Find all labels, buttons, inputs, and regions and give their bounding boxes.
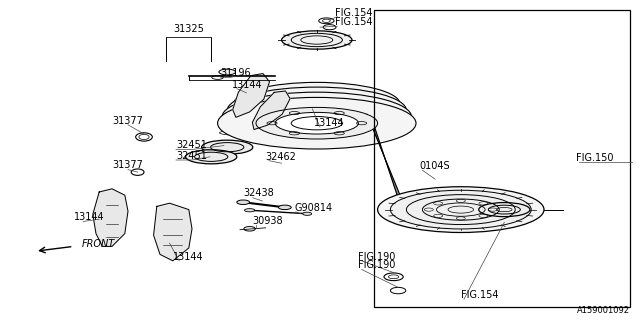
Ellipse shape [227,87,406,134]
Text: 31377: 31377 [112,116,143,126]
Text: 31377: 31377 [112,160,143,170]
Polygon shape [252,91,290,130]
Text: 31196: 31196 [221,68,252,78]
Ellipse shape [378,187,544,232]
Polygon shape [154,203,192,261]
Text: 0104S: 0104S [419,161,450,171]
Text: FIG.190: FIG.190 [358,252,396,262]
Ellipse shape [202,140,253,154]
Text: 13144: 13144 [173,252,204,262]
Text: FIG.150: FIG.150 [576,153,614,163]
Text: FIG.190: FIG.190 [358,260,396,270]
Text: FIG.154: FIG.154 [335,17,372,27]
Ellipse shape [244,209,255,212]
Text: 13144: 13144 [232,80,263,90]
Polygon shape [93,189,128,246]
Polygon shape [367,114,404,215]
Ellipse shape [275,112,358,134]
Text: 30938: 30938 [253,216,284,226]
Ellipse shape [479,203,530,217]
Text: G90814: G90814 [294,203,333,213]
Text: 32451: 32451 [176,140,207,150]
Text: 32438: 32438 [243,188,274,198]
Text: 32451: 32451 [176,151,207,161]
Ellipse shape [186,150,237,164]
Text: FIG.154: FIG.154 [335,8,372,18]
Bar [374,10,630,307]
Text: FRONT: FRONT [82,239,115,249]
Ellipse shape [237,200,250,204]
Text: 31325: 31325 [173,24,204,34]
Ellipse shape [234,82,400,126]
Ellipse shape [303,212,312,215]
Text: A159001092: A159001092 [577,306,630,315]
Text: 13144: 13144 [74,212,104,222]
Text: 13144: 13144 [314,118,344,128]
Ellipse shape [218,97,416,149]
Ellipse shape [256,108,378,139]
Polygon shape [233,74,269,117]
Ellipse shape [278,205,291,210]
Ellipse shape [390,190,531,229]
Text: 32462: 32462 [266,152,296,162]
Ellipse shape [282,31,352,49]
Text: FIG.154: FIG.154 [461,290,499,300]
Ellipse shape [222,92,412,141]
Ellipse shape [219,69,236,75]
